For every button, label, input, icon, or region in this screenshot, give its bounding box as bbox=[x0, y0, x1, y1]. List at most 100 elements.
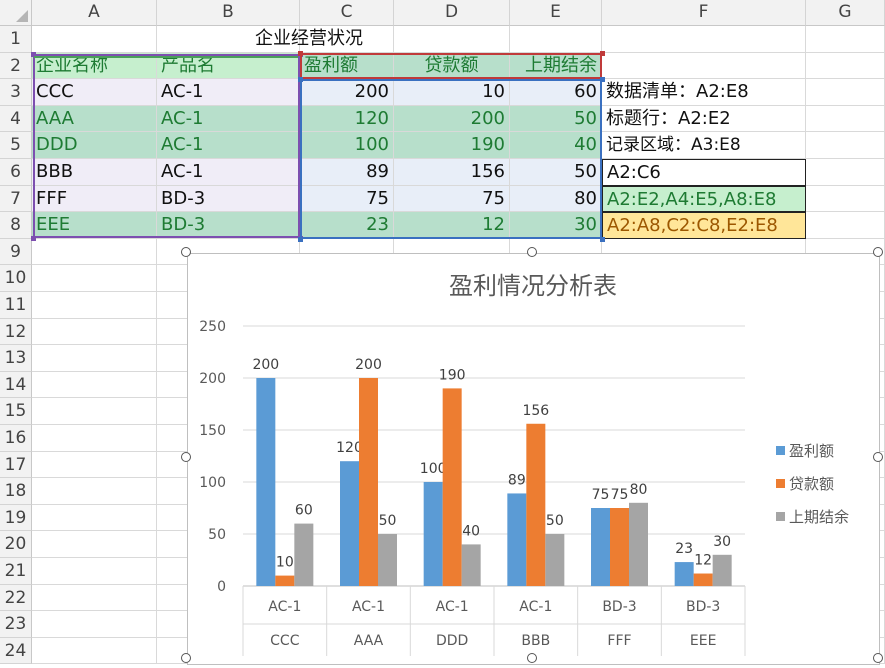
column-header-g[interactable]: G bbox=[806, 0, 885, 26]
grid-cell[interactable] bbox=[806, 52, 885, 80]
chart-resize-handle[interactable] bbox=[181, 247, 191, 257]
row-header-14[interactable]: 14 bbox=[0, 371, 32, 399]
cell-loan[interactable]: 156 bbox=[394, 159, 510, 186]
row-header-20[interactable]: 20 bbox=[0, 531, 32, 558]
row-header-22[interactable]: 22 bbox=[0, 584, 32, 612]
cell-loan[interactable]: 200 bbox=[394, 105, 510, 133]
cell-balance[interactable]: 30 bbox=[510, 212, 602, 239]
chart-resize-handle[interactable] bbox=[527, 653, 537, 663]
chart-resize-handle[interactable] bbox=[181, 653, 191, 663]
column-header-a[interactable]: A bbox=[32, 0, 157, 26]
grid-cell[interactable] bbox=[32, 371, 157, 399]
grid-cell[interactable] bbox=[602, 52, 806, 80]
grid-cell[interactable] bbox=[32, 265, 157, 292]
grid-cell[interactable] bbox=[32, 425, 157, 452]
cell-company[interactable]: CCC bbox=[32, 79, 157, 106]
cell-product[interactable]: AC-1 bbox=[157, 105, 300, 133]
row-header-12[interactable]: 12 bbox=[0, 318, 32, 346]
grid-cell[interactable] bbox=[32, 478, 157, 505]
row-header-2[interactable]: 2 bbox=[0, 52, 32, 80]
cell-profit[interactable]: 120 bbox=[300, 105, 394, 133]
sheet-title-cell[interactable]: 企业经营状况 bbox=[32, 26, 602, 53]
row-header-3[interactable]: 3 bbox=[0, 79, 32, 106]
row-header-5[interactable]: 5 bbox=[0, 132, 32, 159]
grid-cell[interactable] bbox=[32, 558, 157, 585]
row-header-4[interactable]: 4 bbox=[0, 105, 32, 133]
header-a2[interactable]: 企业名称 bbox=[32, 52, 157, 80]
cell-loan[interactable]: 75 bbox=[394, 185, 510, 213]
grid-cell[interactable] bbox=[602, 26, 806, 53]
row-header-13[interactable]: 13 bbox=[0, 345, 32, 372]
row-header-1[interactable]: 1 bbox=[0, 26, 32, 53]
grid-cell[interactable] bbox=[32, 531, 157, 558]
row-header-15[interactable]: 15 bbox=[0, 398, 32, 425]
chart-resize-handle[interactable] bbox=[181, 452, 191, 462]
grid-cell[interactable] bbox=[32, 504, 157, 532]
header-c2[interactable]: 盈利额 bbox=[300, 52, 394, 80]
row-header-24[interactable]: 24 bbox=[0, 637, 32, 665]
cell-company[interactable]: EEE bbox=[32, 212, 157, 239]
cell-profit[interactable]: 75 bbox=[300, 185, 394, 213]
note-range-yellow[interactable]: A2:A8,C2:C8,E2:E8 bbox=[602, 212, 806, 239]
chart-resize-handle[interactable] bbox=[873, 247, 883, 257]
grid-cell[interactable] bbox=[806, 105, 885, 133]
cell-balance[interactable]: 40 bbox=[510, 132, 602, 159]
row-header-23[interactable]: 23 bbox=[0, 611, 32, 638]
row-header-17[interactable]: 17 bbox=[0, 451, 32, 479]
cell-company[interactable]: DDD bbox=[32, 132, 157, 159]
column-header-f[interactable]: F bbox=[602, 0, 806, 26]
grid-cell[interactable] bbox=[32, 451, 157, 479]
grid-cell[interactable] bbox=[32, 318, 157, 346]
header-e2[interactable]: 上期结余 bbox=[510, 52, 602, 80]
cell-loan[interactable]: 190 bbox=[394, 132, 510, 159]
column-header-d[interactable]: D bbox=[394, 0, 510, 26]
grid-cell[interactable] bbox=[32, 584, 157, 612]
cell-profit[interactable]: 100 bbox=[300, 132, 394, 159]
note-title-row[interactable]: 标题行：A2:E2 bbox=[602, 105, 806, 133]
cell-product[interactable]: BD-3 bbox=[157, 185, 300, 213]
note-range-a2-c6[interactable]: A2:C6 bbox=[602, 159, 806, 186]
row-header-21[interactable]: 21 bbox=[0, 558, 32, 585]
cell-company[interactable]: FFF bbox=[32, 185, 157, 213]
row-header-16[interactable]: 16 bbox=[0, 425, 32, 452]
grid-cell[interactable] bbox=[32, 345, 157, 372]
note-record-area[interactable]: 记录区域：A3:E8 bbox=[602, 132, 806, 159]
grid-cell[interactable] bbox=[806, 132, 885, 159]
row-header-7[interactable]: 7 bbox=[0, 185, 32, 213]
cell-company[interactable]: AAA bbox=[32, 105, 157, 133]
column-header-b[interactable]: B bbox=[157, 0, 300, 26]
cell-profit[interactable]: 89 bbox=[300, 159, 394, 186]
chart-resize-handle[interactable] bbox=[873, 653, 883, 663]
column-header-e[interactable]: E bbox=[510, 0, 602, 26]
grid-cell[interactable] bbox=[806, 212, 885, 239]
row-header-8[interactable]: 8 bbox=[0, 212, 32, 239]
grid-cell[interactable] bbox=[806, 79, 885, 106]
cell-product[interactable]: AC-1 bbox=[157, 132, 300, 159]
row-header-11[interactable]: 11 bbox=[0, 292, 32, 319]
cell-profit[interactable]: 200 bbox=[300, 79, 394, 106]
cell-balance[interactable]: 50 bbox=[510, 105, 602, 133]
column-header-c[interactable]: C bbox=[300, 0, 394, 26]
grid-cell[interactable] bbox=[806, 159, 885, 186]
grid-cell[interactable] bbox=[806, 26, 885, 53]
cell-loan[interactable]: 12 bbox=[394, 212, 510, 239]
select-all-corner[interactable] bbox=[0, 0, 32, 26]
chart-container[interactable]: 盈利情况分析表 0 50 100 150 200 250 200 10 60 AC-1 CCC 120 2… bbox=[187, 253, 880, 665]
grid-cell[interactable] bbox=[32, 292, 157, 319]
chart-resize-handle[interactable] bbox=[527, 247, 537, 257]
row-header-6[interactable]: 6 bbox=[0, 159, 32, 186]
cell-loan[interactable]: 10 bbox=[394, 79, 510, 106]
row-header-9[interactable]: 9 bbox=[0, 238, 32, 266]
chart-resize-handle[interactable] bbox=[873, 452, 883, 462]
row-header-10[interactable]: 10 bbox=[0, 265, 32, 292]
row-header-18[interactable]: 18 bbox=[0, 478, 32, 505]
cell-balance[interactable]: 50 bbox=[510, 159, 602, 186]
note-data-list[interactable]: 数据清单：A2:E8 bbox=[602, 79, 806, 106]
cell-profit[interactable]: 23 bbox=[300, 212, 394, 239]
header-d2[interactable]: 贷款额 bbox=[394, 52, 510, 80]
cell-product[interactable]: AC-1 bbox=[157, 79, 300, 106]
grid-cell[interactable] bbox=[32, 398, 157, 425]
grid-cell[interactable] bbox=[806, 185, 885, 213]
header-b2[interactable]: 产品名 bbox=[157, 52, 300, 80]
note-range-green[interactable]: A2:E2,A4:E5,A8:E8 bbox=[602, 185, 806, 213]
